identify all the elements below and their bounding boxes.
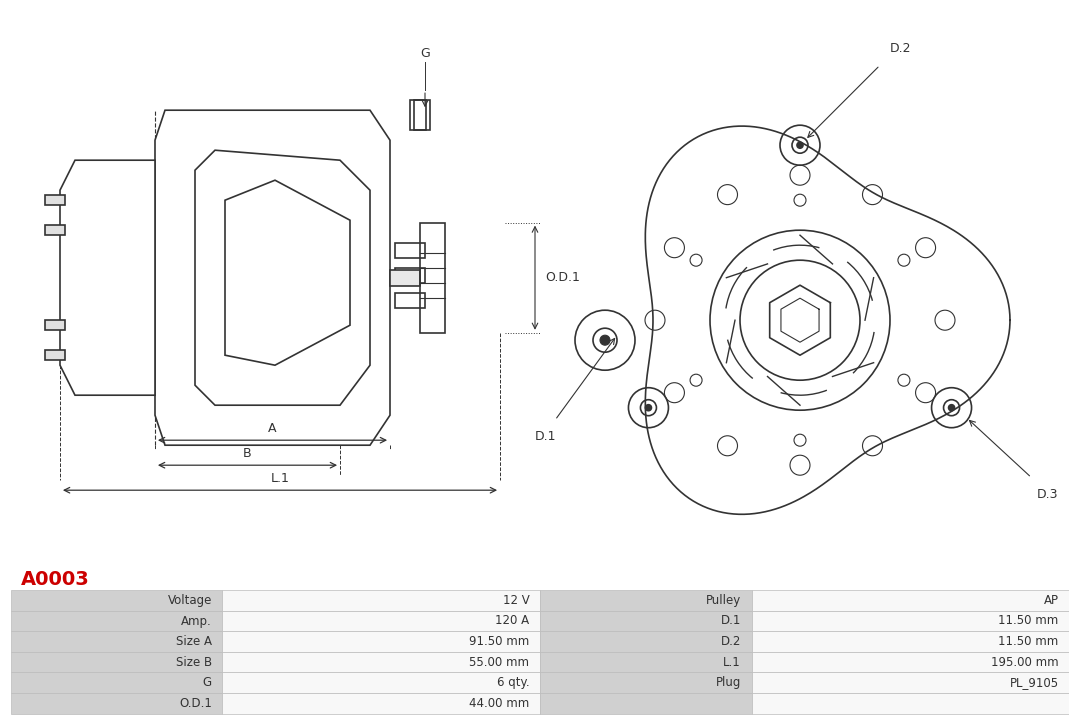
Text: Size A: Size A xyxy=(176,635,212,648)
Text: 11.50 mm: 11.50 mm xyxy=(998,635,1058,648)
Bar xyxy=(752,652,1069,672)
Polygon shape xyxy=(195,150,370,405)
Bar xyxy=(410,100,430,130)
Bar xyxy=(420,222,445,333)
Circle shape xyxy=(797,143,804,148)
Text: PL_9105: PL_9105 xyxy=(1010,676,1058,689)
Bar xyxy=(540,590,752,611)
Text: Size B: Size B xyxy=(176,656,212,669)
Circle shape xyxy=(948,405,955,410)
Text: AP: AP xyxy=(1043,594,1058,607)
Bar xyxy=(752,672,1069,693)
Text: O.D.1: O.D.1 xyxy=(179,697,212,710)
Bar xyxy=(540,672,752,693)
Text: D.3: D.3 xyxy=(1037,487,1058,500)
Circle shape xyxy=(600,336,610,345)
Bar xyxy=(222,672,540,693)
Polygon shape xyxy=(60,161,156,395)
Bar xyxy=(540,611,752,631)
Bar xyxy=(222,590,540,611)
Bar xyxy=(395,268,426,283)
Bar xyxy=(45,225,65,235)
Text: D.1: D.1 xyxy=(720,614,741,628)
Text: L.1: L.1 xyxy=(271,472,289,485)
Bar xyxy=(752,590,1069,611)
Text: D.2: D.2 xyxy=(720,635,741,648)
Bar xyxy=(11,631,222,652)
Bar xyxy=(11,611,222,631)
Text: 12 V: 12 V xyxy=(502,594,529,607)
Text: 44.00 mm: 44.00 mm xyxy=(469,697,529,710)
Bar xyxy=(222,652,540,672)
Polygon shape xyxy=(225,180,350,365)
Bar xyxy=(222,693,540,714)
Bar xyxy=(11,652,222,672)
Text: O.D.1: O.D.1 xyxy=(545,271,580,284)
Bar xyxy=(752,631,1069,652)
Bar xyxy=(11,693,222,714)
Text: A: A xyxy=(268,422,276,435)
Circle shape xyxy=(646,405,651,410)
Text: L.1: L.1 xyxy=(724,656,741,669)
Text: 11.50 mm: 11.50 mm xyxy=(998,614,1058,628)
Text: Plug: Plug xyxy=(716,676,741,689)
Text: 120 A: 120 A xyxy=(496,614,529,628)
Text: G: G xyxy=(203,676,212,689)
Text: Voltage: Voltage xyxy=(167,594,212,607)
Text: G: G xyxy=(420,48,430,60)
Text: D.2: D.2 xyxy=(890,42,912,55)
Bar xyxy=(45,320,65,330)
Text: 195.00 mm: 195.00 mm xyxy=(991,656,1058,669)
Polygon shape xyxy=(156,110,390,445)
Text: B: B xyxy=(243,447,252,460)
Bar xyxy=(540,693,752,714)
Text: A0003: A0003 xyxy=(22,570,90,588)
Bar xyxy=(45,350,65,360)
Bar xyxy=(222,611,540,631)
Bar xyxy=(540,631,752,652)
Text: Pulley: Pulley xyxy=(706,594,741,607)
Bar xyxy=(390,270,420,286)
Text: 91.50 mm: 91.50 mm xyxy=(469,635,529,648)
Bar xyxy=(11,672,222,693)
Text: D.1: D.1 xyxy=(535,430,556,444)
Bar xyxy=(45,195,65,205)
Bar xyxy=(752,611,1069,631)
Bar xyxy=(222,631,540,652)
Bar xyxy=(414,100,426,130)
Bar xyxy=(395,243,426,258)
Text: 55.00 mm: 55.00 mm xyxy=(470,656,529,669)
Text: 6 qty.: 6 qty. xyxy=(497,676,529,689)
Bar xyxy=(11,590,222,611)
Bar xyxy=(395,293,426,307)
Text: Amp.: Amp. xyxy=(181,614,212,628)
Bar xyxy=(540,652,752,672)
Bar xyxy=(752,693,1069,714)
